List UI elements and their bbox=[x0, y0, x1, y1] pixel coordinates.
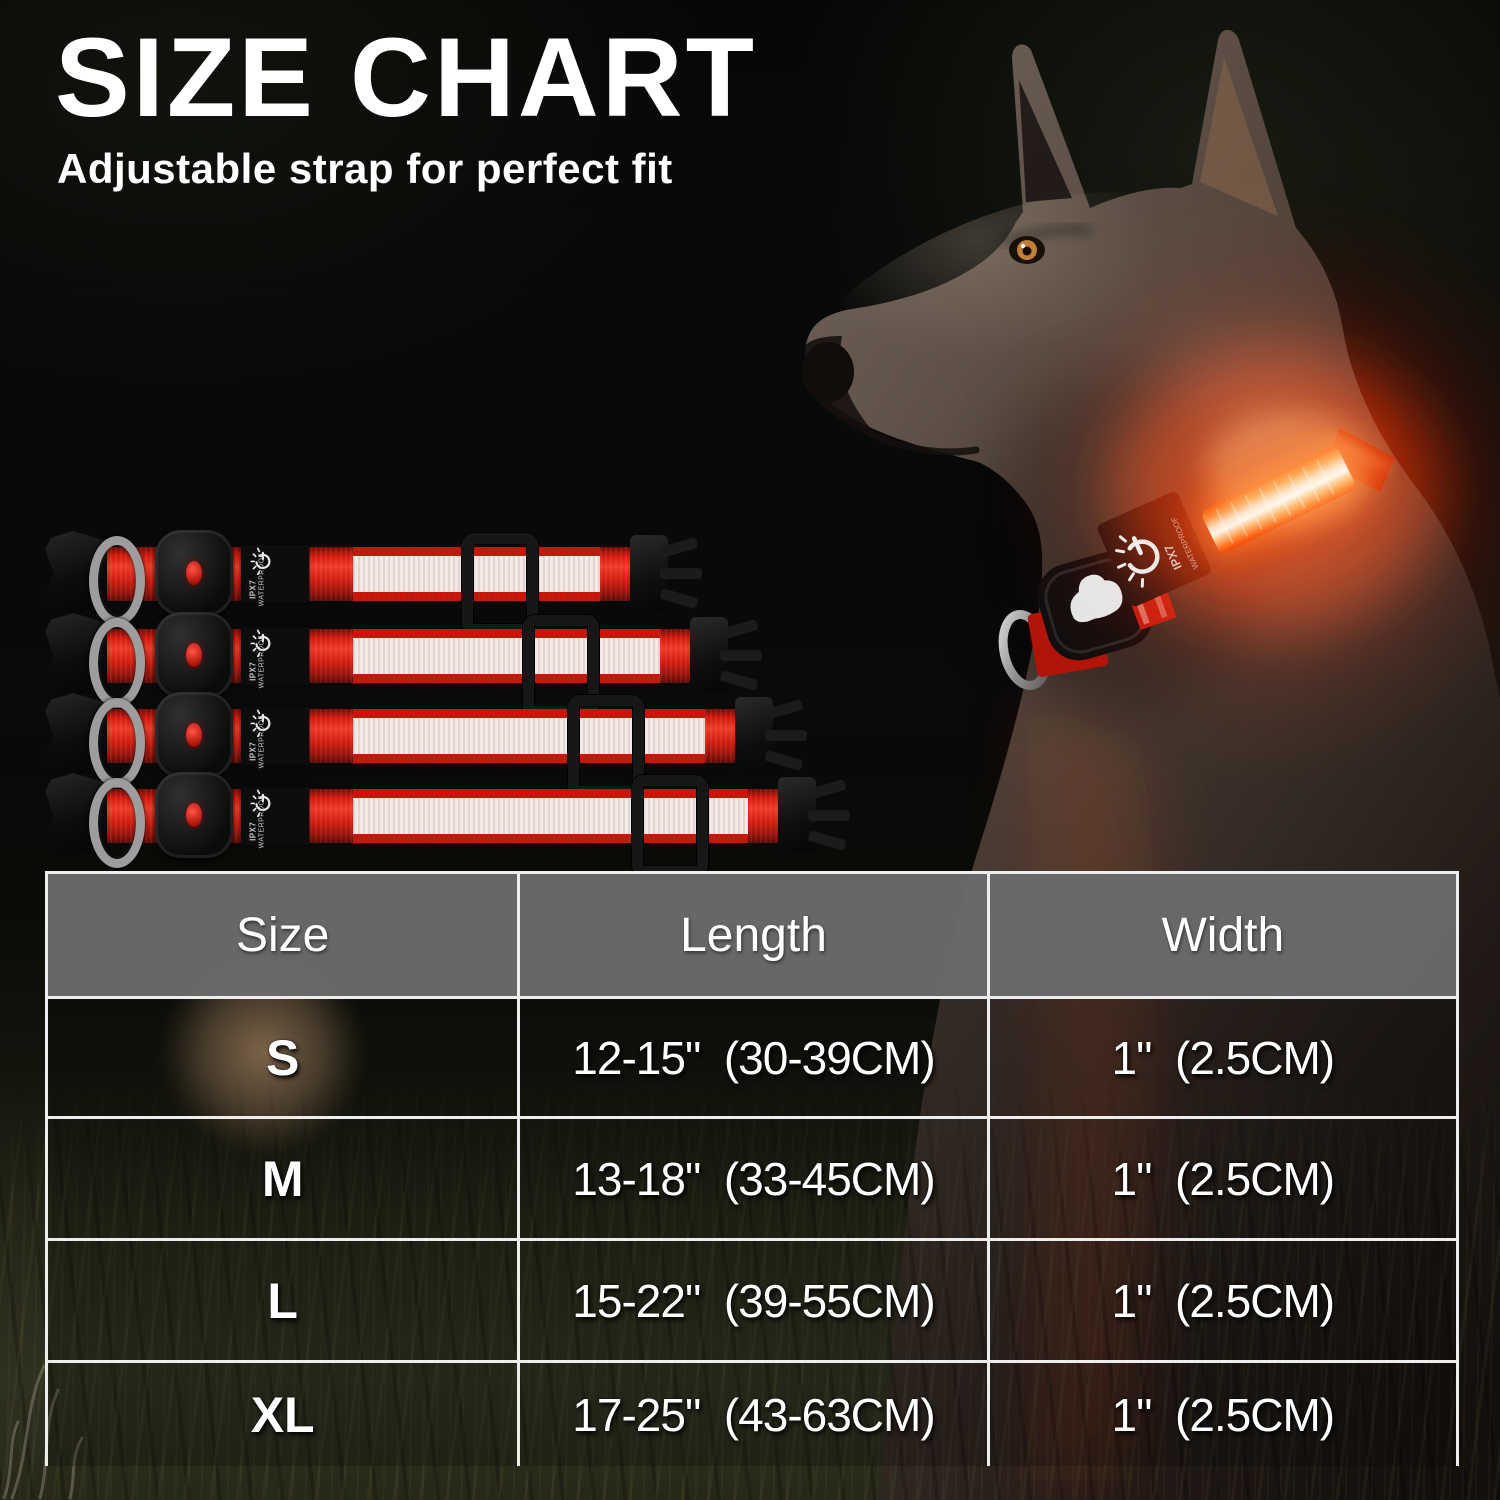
dog-mouth-line bbox=[846, 418, 980, 456]
buckle-male bbox=[690, 617, 762, 693]
buckle-prong bbox=[807, 778, 847, 801]
size-table: Size Length Width S 12-15" (30-39CM) 1" … bbox=[45, 871, 1459, 1466]
buckle-prong bbox=[719, 618, 759, 641]
cell-size: S bbox=[48, 999, 518, 1116]
buckle-prong bbox=[765, 730, 807, 741]
patch-text: IPX7 WATERPROOF bbox=[248, 714, 266, 769]
col-header-size: Size bbox=[48, 874, 518, 996]
airtag-holder bbox=[155, 612, 233, 698]
collar-red-glow bbox=[980, 185, 1500, 1480]
airtag-holder bbox=[155, 772, 233, 858]
cell-length: 17-25" (43-63CM) bbox=[517, 1363, 987, 1466]
dog-nose bbox=[802, 342, 854, 402]
patch-text: IPX7 WATERPROOF bbox=[248, 552, 266, 607]
patch-text: IPX7 WATERPROOF bbox=[248, 794, 266, 849]
label-patch: IPX7 WATERPROOF bbox=[241, 787, 309, 849]
dog-left-ear-shadow bbox=[1019, 80, 1072, 202]
light-touch-icon bbox=[250, 789, 271, 818]
light-touch-icon bbox=[250, 629, 271, 658]
light-touch-icon bbox=[250, 547, 271, 576]
led-stripe bbox=[353, 629, 660, 683]
buckle-male bbox=[735, 697, 807, 773]
buckle-prong bbox=[720, 650, 762, 661]
airtag-holder bbox=[155, 530, 233, 616]
label-patch: IPX7 WATERPROOF bbox=[241, 707, 309, 769]
buckle-prong bbox=[719, 669, 759, 692]
buckle-prong bbox=[764, 749, 804, 772]
label-patch: IPX7 WATERPROOF bbox=[241, 545, 309, 607]
page-title: SIZE CHART bbox=[55, 15, 757, 140]
cell-size: L bbox=[48, 1241, 518, 1360]
metal-d-ring bbox=[89, 778, 145, 868]
cell-length: 15-22" (39-55CM) bbox=[517, 1241, 987, 1360]
patch-text: IPX7 WATERPROOF bbox=[248, 634, 266, 689]
collar-size-s: IPX7 WATERPROOF bbox=[45, 527, 702, 635]
buckle-prong bbox=[807, 829, 847, 852]
cell-width: 1" (2.5CM) bbox=[986, 1241, 1456, 1360]
header: SIZE CHART Adjustable strap for perfect … bbox=[55, 15, 757, 193]
collar-size-m: IPX7 WATERPROOF bbox=[45, 609, 762, 717]
cell-width: 1" (2.5CM) bbox=[986, 1119, 1456, 1238]
buckle-prong bbox=[660, 568, 702, 579]
buckle-prong bbox=[659, 587, 699, 610]
cell-width: 1" (2.5CM) bbox=[986, 1363, 1456, 1466]
indicator-dot bbox=[186, 723, 202, 747]
indicator-dot bbox=[186, 643, 202, 667]
cell-length: 13-18" (33-45CM) bbox=[517, 1119, 987, 1238]
collar-size-l: IPX7 WATERPROOF bbox=[45, 689, 807, 797]
cell-size: XL bbox=[48, 1363, 518, 1466]
led-stripe bbox=[353, 709, 705, 763]
buckle-male bbox=[630, 535, 702, 611]
light-touch-icon bbox=[250, 709, 271, 738]
led-stripe bbox=[353, 789, 748, 843]
table-header-row: Size Length Width bbox=[48, 874, 1456, 996]
col-header-length: Length bbox=[517, 874, 987, 996]
table-row-xl: XL 17-25" (43-63CM) 1" (2.5CM) bbox=[48, 1360, 1456, 1466]
indicator-dot bbox=[186, 561, 202, 585]
page-subtitle: Adjustable strap for perfect fit bbox=[57, 144, 673, 192]
strap-slider bbox=[632, 775, 708, 877]
dog-photo: IPX7 WATERPROOF bbox=[802, 29, 1500, 1500]
table-row-s: S 12-15" (30-39CM) 1" (2.5CM) bbox=[48, 996, 1456, 1116]
collar-size-xl: IPX7 WATERPROOF bbox=[45, 769, 850, 877]
cell-size: M bbox=[48, 1119, 518, 1238]
buckle-prong bbox=[659, 536, 699, 559]
table-row-l: L 15-22" (39-55CM) 1" (2.5CM) bbox=[48, 1238, 1456, 1360]
buckle-male bbox=[778, 777, 850, 853]
dog-right-ear-inner bbox=[1200, 58, 1278, 216]
dog-eye bbox=[1009, 236, 1045, 264]
airtag-holder bbox=[155, 692, 233, 778]
table-row-m: M 13-18" (33-45CM) 1" (2.5CM) bbox=[48, 1116, 1456, 1238]
indicator-dot bbox=[186, 803, 202, 827]
cell-length: 12-15" (30-39CM) bbox=[517, 999, 987, 1116]
dog-led-collar: IPX7 WATERPROOF bbox=[980, 185, 1500, 1480]
led-stripe bbox=[353, 547, 600, 601]
label-patch: IPX7 WATERPROOF bbox=[241, 627, 309, 689]
buckle-prong bbox=[764, 698, 804, 721]
col-header-width: Width bbox=[986, 874, 1456, 996]
cell-width: 1" (2.5CM) bbox=[986, 999, 1456, 1116]
buckle-prong bbox=[808, 810, 850, 821]
